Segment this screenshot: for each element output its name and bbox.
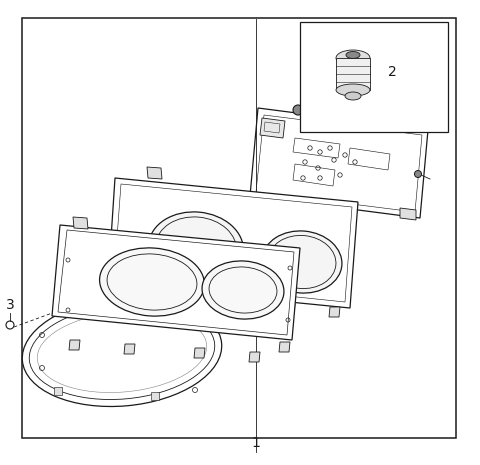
Ellipse shape [336, 50, 370, 66]
Polygon shape [156, 302, 164, 310]
Ellipse shape [262, 231, 342, 293]
Polygon shape [69, 340, 80, 350]
Polygon shape [260, 118, 285, 138]
Circle shape [415, 171, 421, 178]
Ellipse shape [202, 261, 284, 319]
Ellipse shape [99, 248, 204, 316]
Polygon shape [279, 342, 290, 352]
Polygon shape [73, 217, 88, 229]
Polygon shape [147, 167, 162, 179]
Circle shape [293, 105, 303, 115]
Polygon shape [169, 294, 180, 304]
Polygon shape [151, 392, 159, 400]
Polygon shape [284, 304, 295, 314]
Polygon shape [249, 352, 260, 362]
Polygon shape [54, 387, 62, 395]
Bar [300, 22, 448, 132]
Ellipse shape [22, 298, 222, 406]
Polygon shape [400, 208, 416, 220]
Polygon shape [54, 307, 62, 315]
Ellipse shape [336, 84, 370, 96]
Ellipse shape [149, 212, 243, 284]
Polygon shape [194, 348, 205, 358]
Text: 1: 1 [252, 436, 261, 450]
Polygon shape [336, 58, 370, 90]
Text: 3: 3 [6, 298, 14, 312]
Ellipse shape [345, 92, 361, 100]
Polygon shape [224, 299, 235, 309]
Polygon shape [329, 307, 340, 317]
Polygon shape [108, 178, 358, 308]
Polygon shape [124, 290, 135, 300]
Ellipse shape [346, 52, 360, 59]
Polygon shape [250, 108, 428, 218]
Polygon shape [52, 225, 300, 340]
Text: 2: 2 [388, 65, 397, 79]
Polygon shape [124, 344, 135, 354]
